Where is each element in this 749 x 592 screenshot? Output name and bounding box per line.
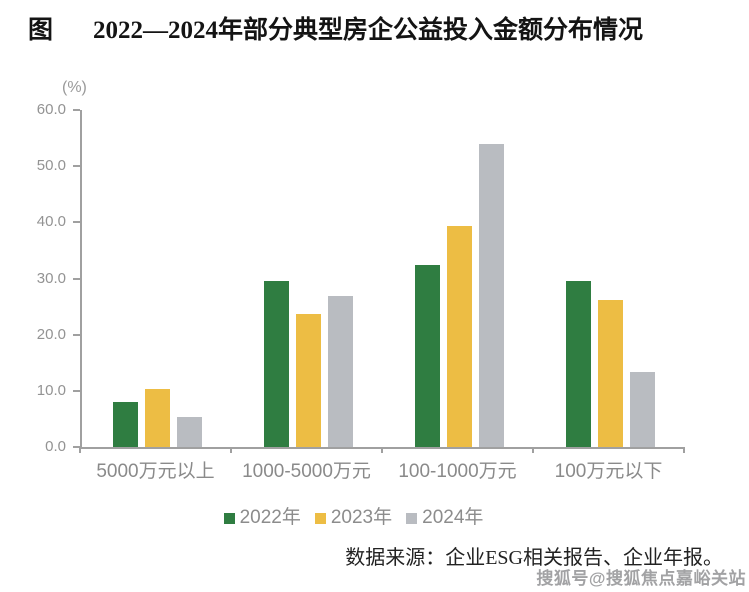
watermark: 搜狐号@搜狐焦点嘉峪关站: [536, 569, 746, 588]
x-tick-mark: [381, 447, 383, 453]
bar-2024年-100万元以下: [630, 371, 655, 447]
bar-2023年-5000万元以上: [145, 388, 170, 447]
legend-item-2023年: 2023年: [314, 507, 393, 528]
bar-2023年-1000-5000万元: [296, 313, 321, 447]
x-tick-mark: [79, 447, 81, 453]
x-category-label: 100万元以下: [554, 461, 663, 482]
bar-2022年-5000万元以上: [113, 402, 138, 447]
chart-title-prefix: 图: [28, 17, 54, 44]
bar-2024年-1000-5000万元: [328, 295, 353, 447]
x-category-label: 1000-5000万元: [242, 461, 371, 482]
chart-title: 图 2022—2024年部分典型房企公益投入金额分布情况: [28, 14, 728, 48]
y-axis-unit-label: (%): [62, 79, 87, 96]
y-tick-label: 40.0: [36, 213, 66, 231]
legend-swatch: [223, 512, 235, 524]
bar-2022年-100万元以下: [566, 281, 591, 447]
chart-legend: 2022年 2023年 2024年: [0, 508, 728, 528]
legend-label: 2024年: [422, 507, 484, 528]
bar-chart-plot-area: [80, 110, 684, 449]
y-tick-label: 20.0: [36, 325, 66, 343]
y-tick-label: 30.0: [36, 269, 66, 287]
legend-swatch: [314, 512, 326, 524]
legend-swatch: [406, 512, 418, 524]
bar-2022年-100-1000万元: [415, 265, 440, 447]
y-tick-mark: [73, 165, 80, 168]
y-tick-mark: [73, 333, 80, 336]
bar-2024年-5000万元以上: [177, 416, 202, 447]
chart-title-text: 2022—2024年部分典型房企公益投入金额分布情况: [93, 17, 644, 44]
bar-2022年-1000-5000万元: [264, 281, 289, 447]
y-tick-mark: [73, 446, 80, 448]
x-tick-mark: [683, 447, 685, 453]
legend-item-2024年: 2024年: [406, 508, 483, 528]
y-tick-label: 10.0: [36, 381, 66, 399]
bar-2023年-100-1000万元: [447, 225, 472, 447]
x-category-label: 5000万元以上: [96, 461, 215, 482]
x-tick-mark: [230, 447, 232, 453]
x-tick-mark: [532, 447, 534, 453]
y-tick-label: 50.0: [36, 157, 66, 175]
bar-2023年-100万元以下: [598, 299, 623, 447]
y-tick-mark: [73, 277, 80, 280]
y-tick-mark: [73, 221, 80, 224]
legend-label: 2022年: [239, 507, 301, 528]
y-tick-label: 60.0: [36, 101, 66, 118]
bar-2024年-100-1000万元: [479, 143, 504, 447]
y-tick-mark: [73, 109, 80, 111]
legend-label: 2023年: [330, 507, 393, 528]
source-note: 数据来源：企业ESG相关报告、企业年报。: [345, 547, 723, 569]
x-category-label: 100-1000万元: [398, 461, 517, 482]
y-tick-mark: [73, 389, 80, 392]
legend-item-2022年: 2022年: [223, 507, 301, 528]
y-tick-label: 0.0: [45, 438, 66, 455]
